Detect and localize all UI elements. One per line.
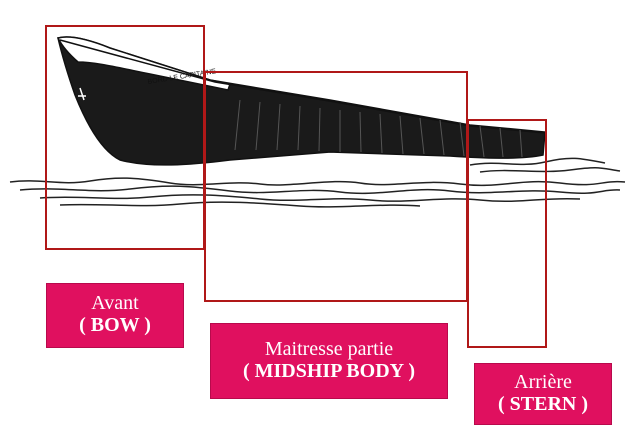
anchor-icon (78, 87, 86, 101)
bow-region-box (45, 25, 205, 250)
bow-label-en: ( BOW ) (79, 314, 151, 336)
midship-label-fr: Maitresse partie (264, 338, 394, 360)
stern-label: Arrière ( STERN ) (474, 363, 612, 425)
bow-label: Avant ( BOW ) (46, 283, 184, 348)
bow-label-fr: Avant (91, 292, 139, 314)
sea-waves (9, 157, 626, 208)
midship-region-box (204, 71, 468, 302)
stern-region-box (467, 119, 547, 348)
midship-label: Maitresse partie ( MIDSHIP BODY ) (210, 323, 448, 399)
stern-label-en: ( STERN ) (497, 393, 588, 415)
stern-label-fr: Arrière (514, 371, 572, 393)
midship-label-en: ( MIDSHIP BODY ) (242, 360, 416, 382)
ship-hull: BORD LE CAPITAINE (56, 36, 546, 166)
